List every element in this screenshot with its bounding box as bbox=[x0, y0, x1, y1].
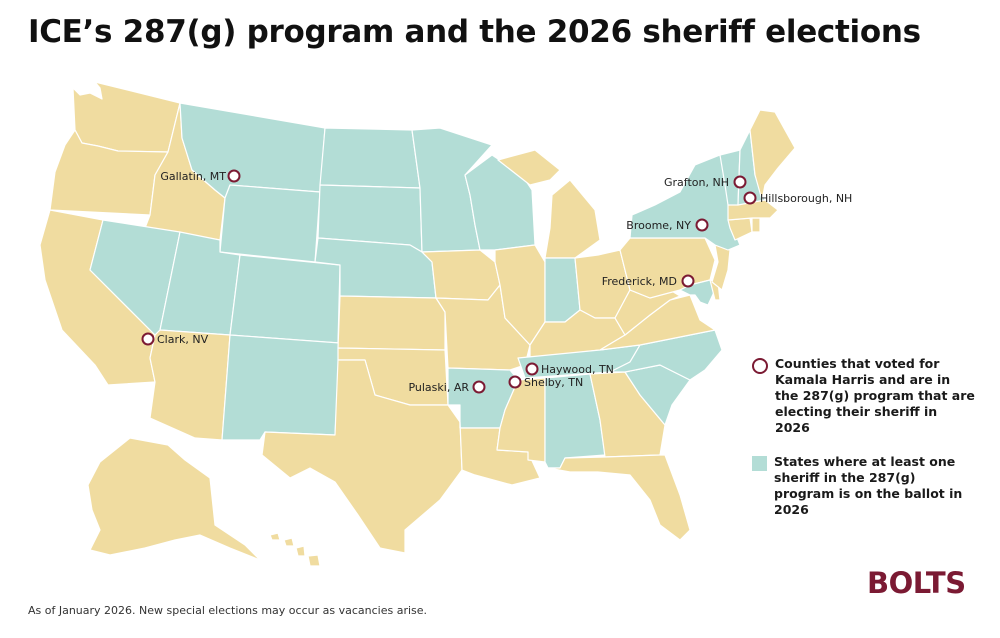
state-NM bbox=[221, 334, 341, 441]
legend-counties-label: Counties that voted for Kamala Harris an… bbox=[775, 356, 975, 435]
state-WY bbox=[219, 184, 321, 263]
state-VT bbox=[719, 149, 741, 206]
map-title: ICE’s 287(g) program and the 2026 sherif… bbox=[28, 14, 921, 50]
county-marker-pulaski-ar bbox=[472, 380, 486, 394]
county-marker-broome-ny bbox=[695, 218, 709, 232]
county-marker-frederick-md bbox=[681, 274, 695, 288]
state-NJ bbox=[711, 244, 731, 291]
county-label-frederick-md: Frederick, MD bbox=[602, 275, 677, 288]
state-TX bbox=[261, 359, 463, 554]
state-AZ bbox=[149, 329, 231, 441]
state-IN bbox=[544, 257, 581, 323]
county-marker-haywood-tn bbox=[525, 362, 539, 376]
legend-states-label: States where at least one sheriff in the… bbox=[774, 454, 963, 517]
legend-item-states: States where at least one sheriff in the… bbox=[752, 454, 974, 518]
county-marker-hillsborough-nh bbox=[743, 191, 757, 205]
state-color-swatch bbox=[752, 456, 767, 471]
bolts-logo: BOLTS bbox=[867, 566, 966, 600]
county-marker-shelby-tn bbox=[508, 375, 522, 389]
state-FL bbox=[547, 454, 691, 541]
state-MI bbox=[497, 149, 601, 259]
state-MO bbox=[435, 284, 531, 371]
legend-item-counties: Counties that voted for Kamala Harris an… bbox=[752, 356, 975, 436]
state-ND bbox=[319, 127, 421, 189]
state-NC bbox=[609, 329, 723, 381]
county-label-broome-ny: Broome, NY bbox=[626, 219, 691, 232]
state-ME bbox=[749, 109, 796, 201]
state-KS bbox=[337, 295, 446, 351]
state-CO bbox=[229, 254, 341, 344]
county-label-clark-nv: Clark, NV bbox=[157, 333, 209, 346]
county-label-grafton-nh: Grafton, NH bbox=[664, 176, 729, 189]
state-AK bbox=[87, 437, 261, 561]
county-label-haywood-tn: Haywood, TN bbox=[541, 363, 614, 376]
county-marker-gallatin-mt bbox=[227, 169, 241, 183]
county-label-hillsborough-nh: Hillsborough, NH bbox=[760, 192, 852, 205]
county-marker-grafton-nh bbox=[733, 175, 747, 189]
county-label-shelby-tn: Shelby, TN bbox=[524, 376, 583, 389]
county-marker-clark-nv bbox=[141, 332, 155, 346]
state-RI bbox=[751, 217, 761, 233]
state-WA bbox=[72, 81, 181, 153]
state-HI bbox=[269, 532, 321, 567]
footnote: As of January 2026. New special election… bbox=[28, 604, 428, 617]
county-marker-swatch bbox=[752, 358, 768, 374]
county-label-pulaski-ar: Pulaski, AR bbox=[408, 381, 469, 394]
county-label-gallatin-mt: Gallatin, MT bbox=[160, 170, 226, 183]
